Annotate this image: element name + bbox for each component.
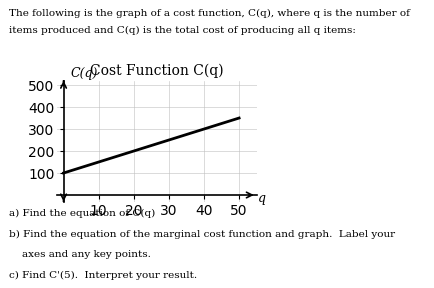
Title: Cost Function C(q): Cost Function C(q) (89, 64, 223, 78)
Text: C(q): C(q) (70, 67, 98, 79)
Text: b) Find the equation of the marginal cost function and graph.  Label your: b) Find the equation of the marginal cos… (9, 230, 394, 239)
Text: items produced and C(q) is the total cost of producing all q items:: items produced and C(q) is the total cos… (9, 26, 355, 35)
Text: axes and any key points.: axes and any key points. (9, 250, 150, 259)
Text: The following is the graph of a cost function, C(q), where q is the number of: The following is the graph of a cost fun… (9, 9, 409, 18)
Text: q: q (258, 192, 266, 205)
Text: c) Find C'(5).  Interpret your result.: c) Find C'(5). Interpret your result. (9, 271, 196, 280)
Text: a) Find the equation of C(q): a) Find the equation of C(q) (9, 209, 155, 218)
